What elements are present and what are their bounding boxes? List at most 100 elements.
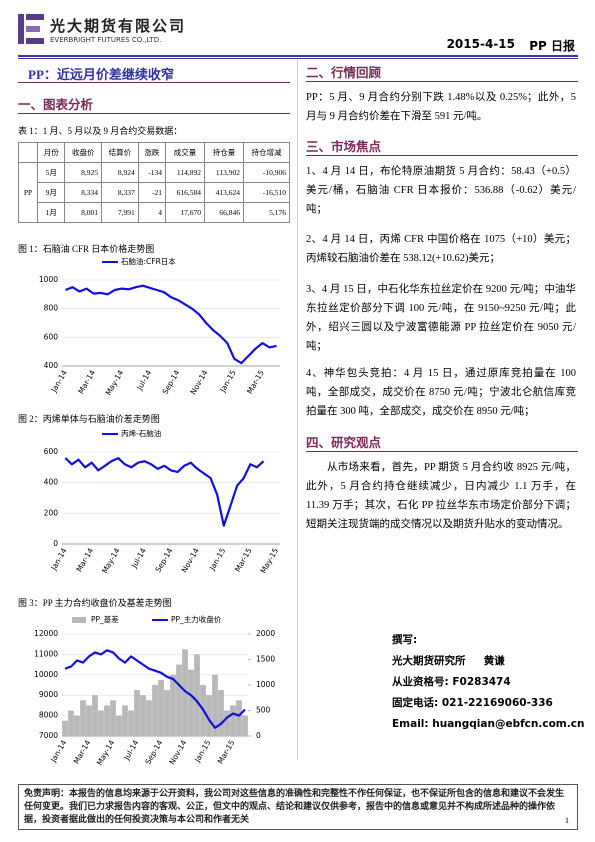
table-header-cell: 持仓量	[204, 142, 244, 163]
author-block: 撰写: 光大期货研究所 黄谦 从业资格号: F0283474 固定电话: 021…	[392, 630, 584, 735]
table-cell: 8,925	[64, 162, 103, 183]
table-row: 1月 8,001 7,991 4 17,670 66,846 5,176	[19, 202, 290, 223]
x-tick-label: May-14	[104, 368, 126, 397]
table-caption: 表 1：1 月、5 月以及 9 月合约交易数据：	[18, 126, 183, 136]
x-tick-label: Jan-14	[48, 738, 68, 764]
table-row: PP 5月 8,925 8,924 -134 114,892 113,902 -10,906	[17, 162, 290, 223]
line-series	[64, 649, 246, 729]
column-divider	[297, 60, 298, 760]
figure-caption: 图 1：石脑油 CFR 日本价格走势图	[18, 244, 155, 254]
chart: 7000 8000 9000 10000 11000 12000 0 500 1000 1500 2…	[34, 614, 275, 767]
company: 光大期货有限公司	[50, 19, 187, 35]
y-tick-label: 12000	[34, 629, 58, 638]
x-tick-label: Sep-14	[153, 546, 174, 574]
report-name: PP 日报	[529, 39, 575, 53]
bar	[116, 715, 122, 736]
bar	[104, 705, 110, 736]
table-header-cell: 涨跌	[137, 142, 167, 163]
table-cell: 114,892	[165, 162, 206, 183]
license: 从业资格号: F0283474	[392, 676, 511, 688]
table-header-cell: 结算价	[101, 142, 139, 163]
table-cell: 8,334	[64, 182, 103, 203]
table-header-cell: 收盘价	[64, 142, 103, 163]
bar	[62, 720, 68, 736]
bar	[128, 710, 134, 736]
header-rule	[18, 55, 578, 57]
y2-tick-label: 1500	[256, 655, 275, 664]
x-tick-label: Jan-15	[192, 738, 212, 764]
bar	[230, 705, 236, 736]
table-cell: -16,510	[243, 182, 290, 203]
legend-label: 石脑油:CFR日本	[121, 256, 176, 266]
bar	[134, 690, 140, 736]
y-tick-label: 800	[44, 304, 59, 313]
y2-tick-label: 500	[256, 706, 271, 715]
bar	[212, 674, 218, 736]
bar	[158, 679, 164, 736]
x-tick-label: Jan-15	[207, 546, 227, 572]
x-tick-label: Mar-14	[74, 546, 95, 573]
table-header-cell: 月份	[37, 142, 66, 163]
bar	[68, 710, 74, 736]
logo	[18, 14, 44, 44]
bar	[110, 700, 116, 736]
page-number: 1	[565, 816, 569, 825]
y-tick-label: 11000	[34, 649, 58, 658]
y-tick-label: 400	[44, 478, 59, 487]
x-tick-label: May-14	[100, 546, 122, 575]
x-tick-label: Mar-14	[76, 368, 97, 395]
table-cell: -134	[137, 162, 167, 183]
legend-label: PP_基差	[91, 614, 119, 624]
data-table: 月份 收盘价 结算价 涨跌 成交量 持仓量 持仓增减 PP 5月 8,925 8,924 -134 11…	[17, 142, 290, 223]
y-tick-label: 8000	[39, 711, 58, 720]
bar	[182, 649, 188, 736]
bar	[194, 654, 200, 736]
x-tick-label: Jan-14	[49, 368, 69, 394]
table-cell: 9月	[37, 182, 66, 203]
x-tick-label: May-15	[259, 546, 281, 575]
report-date: 2015-4-15	[446, 37, 515, 51]
paragraph: 3、4 月 15 日，中石化华东拉丝定价在 9200 元/吨；中油华东拉丝定价部…	[306, 284, 576, 352]
table-header-cell: 持仓增减	[243, 142, 290, 163]
y2-tick-label: 0	[256, 731, 261, 740]
table-cell: 8,337	[101, 182, 139, 203]
line-series	[64, 457, 265, 527]
x-tick-label: Jan-15	[218, 368, 238, 394]
x-tick-label: Mar-15	[245, 368, 266, 395]
email: Email: huangqian@ebfcn.com.cn	[392, 718, 585, 730]
y-tick-label: 600	[44, 447, 59, 456]
x-tick-label: Jul-14	[129, 546, 148, 570]
disclaimer: 免责声明：本报告的信息均来源于公开资料，我公司对这些信息的准确性和完整性不作任何…	[18, 784, 578, 830]
figure-caption: 图 2：丙烯单体与石脑油价差走势图	[18, 414, 160, 424]
company-en: EVERBRIGHT FUTURES CO.,LTD.	[50, 36, 162, 44]
x-tick-label: Nov-14	[188, 368, 209, 396]
paragraph: 1、4 月 14 日，布伦特原油期货 5 月合约：58.43（+0.5）美元/桶…	[306, 166, 576, 215]
y-tick-label: 1000	[39, 275, 58, 284]
y-tick-label: 0	[53, 539, 58, 548]
section-heading: 一、图表分析	[18, 94, 290, 114]
y2-tick-label: 1000	[256, 680, 275, 689]
x-tick-label: Jan-14	[49, 546, 69, 572]
table-cell: 1月	[37, 202, 66, 223]
phone: 固定电话: 021-22169060-336	[392, 697, 553, 709]
author-label: 撰写:	[392, 634, 418, 646]
paragraph: 4、神华包头竞拍：4 月 15 日，通过原库竞拍量在 100 吨，全部成交，成交…	[306, 368, 576, 417]
x-tick-label: Mar-15	[233, 546, 254, 573]
paragraph: 从市场来看，首先，PP 期货 5 月合约收 8925 元/吨，此外，5 月合约持…	[306, 462, 576, 530]
chart: 400 600 800 1000 Jan-14 Mar-14 May-14 Jul-14 Sep…	[39, 256, 280, 397]
chart: 0 200 400 600 Jan-14 Mar-14 May-14 Jul-14 Sep-14…	[44, 428, 281, 575]
y-tick-label: 400	[44, 361, 59, 370]
y2-tick-label: 2000	[256, 629, 275, 638]
bar	[86, 705, 92, 736]
table-cell: 66,846	[204, 202, 244, 223]
x-tick-label: Mar-15	[216, 738, 237, 765]
bar	[140, 695, 146, 736]
table-cell: 5,176	[243, 202, 290, 223]
section-heading: 四、研究观点	[306, 432, 578, 452]
legend-swatch	[72, 617, 86, 623]
author-line: 光大期货研究所 黄谦	[392, 651, 584, 672]
table-header-cell: 成交量	[165, 142, 206, 163]
x-tick-label: Sep-14	[161, 368, 182, 396]
bar	[188, 669, 194, 736]
y-tick-label: 200	[44, 508, 59, 517]
